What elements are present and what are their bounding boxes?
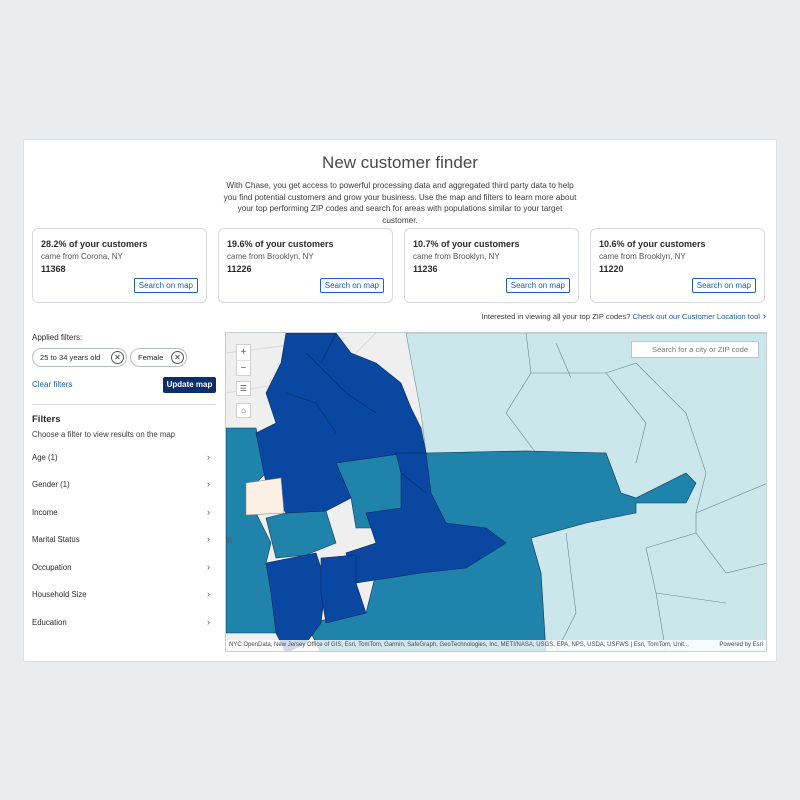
update-map-button[interactable]: Update map xyxy=(163,377,216,393)
filter-item-label: Household Size xyxy=(32,590,87,599)
divider xyxy=(32,404,216,405)
filter-item-gender[interactable]: Gender (1) › xyxy=(32,479,210,492)
filter-item-label: Income xyxy=(32,508,58,517)
card-location: came from Brooklyn, NY xyxy=(599,252,686,261)
chevron-right-icon: › xyxy=(207,589,210,599)
remove-chip-icon[interactable]: ✕ xyxy=(111,351,124,364)
card-percent: 10.6% of your customers xyxy=(599,239,706,249)
card-percent: 28.2% of your customers xyxy=(41,239,148,249)
list-icon[interactable]: ☰ xyxy=(236,381,251,396)
prompt-text: Interested in viewing all your top ZIP c… xyxy=(481,312,631,321)
card-location: came from Brooklyn, NY xyxy=(413,252,500,261)
page-title: New customer finder xyxy=(322,153,478,172)
card-zip: 11220 xyxy=(599,264,624,274)
chip-label: Female xyxy=(138,353,164,362)
zoom-control: + − xyxy=(236,344,251,376)
clear-filters-link[interactable]: Clear filters xyxy=(32,380,73,389)
filter-item-age[interactable]: Age (1) › xyxy=(32,452,210,465)
chevron-right-icon: › xyxy=(207,507,210,517)
filter-chip-age: 25 to 34 years old ✕ xyxy=(32,348,127,367)
zoom-in-button[interactable]: + xyxy=(240,347,247,358)
zip-code-map[interactable]: 'n + − ☰ ⌂ ⌕ NYC OpenData, New Jersey Of… xyxy=(225,332,767,652)
region-dark-north xyxy=(255,333,427,514)
remove-chip-icon[interactable]: ✕ xyxy=(171,351,184,364)
filter-item-label: Gender (1) xyxy=(32,480,70,489)
region-cream xyxy=(245,477,285,516)
card-zip: 11236 xyxy=(413,264,438,274)
filter-item-label: Education xyxy=(32,618,67,627)
search-on-map-button[interactable]: Search on map xyxy=(319,278,384,293)
filter-item-label: Occupation xyxy=(32,563,72,572)
chevron-right-icon: › xyxy=(207,562,210,572)
home-icon[interactable]: ⌂ xyxy=(236,403,251,418)
card-percent: 19.6% of your customers xyxy=(227,239,334,249)
powered-by-esri[interactable]: Powered by Esri xyxy=(719,642,763,648)
filter-item-occupation[interactable]: Occupation › xyxy=(32,562,210,575)
zip-card-4: 10.6% of your customers came from Brookl… xyxy=(590,228,765,303)
card-location: came from Brooklyn, NY xyxy=(227,252,314,261)
customer-location-prompt: Interested in viewing all your top ZIP c… xyxy=(482,311,766,321)
card-zip: 11368 xyxy=(41,264,66,274)
region-dark-south2 xyxy=(320,554,367,624)
zip-card-2: 19.6% of your customers came from Brookl… xyxy=(218,228,393,303)
chevron-right-icon: › xyxy=(207,452,210,462)
filter-item-label: Marital Status xyxy=(32,535,80,544)
filter-item-education[interactable]: Education › xyxy=(32,617,210,630)
map-place-label-fragment: 'n xyxy=(226,536,232,545)
chip-label: 25 to 34 years old xyxy=(40,353,101,362)
filter-item-income[interactable]: Income › xyxy=(32,507,210,520)
intro-text: With Chase, you get access to powerful p… xyxy=(223,181,577,225)
card-location: came from Corona, NY xyxy=(41,252,123,261)
search-on-map-button[interactable]: Search on map xyxy=(691,278,756,293)
map-attribution: NYC OpenData, New Jersey Office of GIS, … xyxy=(226,640,766,651)
filter-chip-gender: Female ✕ xyxy=(130,348,187,367)
zip-card-3: 10.7% of your customers came from Brookl… xyxy=(404,228,579,303)
map-canvas[interactable]: 'n xyxy=(226,333,767,652)
zoom-out-button[interactable]: − xyxy=(237,360,250,376)
customer-location-link[interactable]: Check out our Customer Location tool xyxy=(632,312,760,321)
filter-item-household-size[interactable]: Household Size › xyxy=(32,589,210,602)
card-percent: 10.7% of your customers xyxy=(413,239,520,249)
search-on-map-button[interactable]: Search on map xyxy=(505,278,570,293)
filters-heading: Filters xyxy=(32,414,61,425)
filter-item-label: Age (1) xyxy=(32,453,58,462)
zip-card-1: 28.2% of your customers came from Corona… xyxy=(32,228,207,303)
card-zip: 11226 xyxy=(227,264,252,274)
finder-panel: New customer finder With Chase, you get … xyxy=(24,140,776,661)
chevron-right-icon: › xyxy=(207,534,210,544)
zip-boundaries-dark xyxy=(285,333,427,494)
applied-filters-label: Applied filters: xyxy=(32,333,83,342)
chevron-right-icon[interactable]: › xyxy=(763,311,766,321)
chevron-right-icon: › xyxy=(207,479,210,489)
filters-subtitle: Choose a filter to view results on the m… xyxy=(32,430,176,439)
map-search-input[interactable] xyxy=(631,341,759,358)
search-on-map-button[interactable]: Search on map xyxy=(133,278,198,293)
attribution-sources: NYC OpenData, New Jersey Office of GIS, … xyxy=(229,642,689,648)
filter-item-marital-status[interactable]: Marital Status › xyxy=(32,534,210,547)
region-dark-center xyxy=(345,452,507,584)
chevron-right-icon: › xyxy=(207,617,210,627)
